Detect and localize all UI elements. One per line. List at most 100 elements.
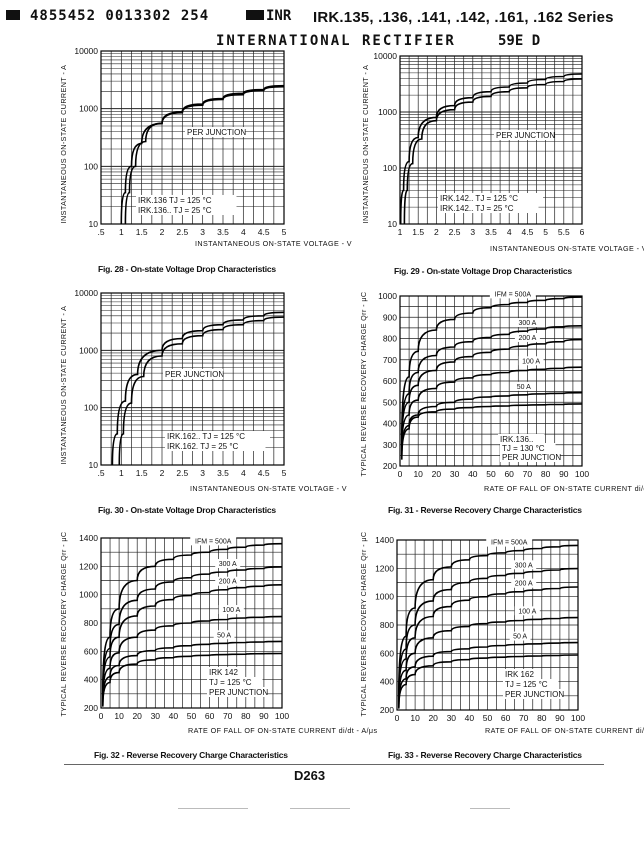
series-label-bg	[218, 605, 244, 615]
annotation-bg	[498, 434, 545, 444]
caption-fig-30: Fig. 30 - On-state Voltage Drop Characte…	[98, 505, 276, 515]
x-tick-label: 4	[507, 227, 512, 237]
x-tick-label: 2.5	[176, 227, 188, 237]
series-label: 200 A	[518, 335, 536, 342]
x-tick-label: 5	[282, 227, 287, 237]
header-black-bar-mid	[246, 10, 264, 20]
series-label-bg	[190, 536, 237, 546]
y-tick-label: 10	[388, 219, 398, 229]
y-tick-label: 800	[383, 334, 397, 344]
series-line	[401, 403, 583, 460]
y-tick-label: 900	[383, 312, 397, 322]
series-label-bg	[514, 318, 540, 328]
annotation: IRK.142.. TJ = 25 °C	[440, 204, 514, 213]
annotation: IRK.162.. TJ = 125 °C	[167, 432, 245, 441]
y-tick-label: 800	[84, 618, 98, 628]
y-tick-label: 200	[84, 703, 98, 713]
series-line	[398, 567, 579, 699]
series-label-bg	[518, 356, 544, 366]
x-tick-label: 20	[428, 713, 438, 723]
series-line	[398, 616, 579, 705]
y-tick-label: 200	[380, 705, 394, 715]
x-axis-label: RATE OF FALL OF ON-STATE CURRENT di/dt -…	[484, 484, 644, 493]
y-tick-label: 1400	[375, 535, 394, 545]
x-tick-label: 20	[432, 469, 442, 479]
x-tick-label: 60	[501, 713, 511, 723]
x-tick-label: 1.5	[136, 227, 148, 237]
x-tick-label: 90	[559, 469, 569, 479]
series-line	[401, 338, 583, 447]
y-axis-label: TYPICAL REVERSE RECOVERY CHARGE Qrr - μC	[359, 292, 368, 477]
scan-artifact-line	[178, 808, 248, 809]
x-tick-label: 100	[275, 711, 289, 721]
x-axis-label: INSTANTANEOUS ON-STATE VOLTAGE - V	[195, 239, 352, 248]
annotation-bg	[438, 193, 543, 203]
x-tick-label: 70	[523, 469, 533, 479]
series-label-bg	[213, 630, 235, 640]
x-tick-label: 100	[571, 713, 585, 723]
x-tick-label: 50	[483, 713, 493, 723]
series-label-bg	[514, 606, 540, 616]
x-tick-label: 10	[413, 469, 423, 479]
series-label: 50 A	[513, 634, 527, 641]
y-tick-label: 10000	[74, 46, 98, 56]
x-tick-label: 5	[543, 227, 548, 237]
series-label-bg	[509, 631, 531, 641]
series-line	[401, 325, 583, 445]
annotation-bg	[163, 369, 223, 379]
series-line	[398, 586, 579, 702]
x-tick-label: 40	[465, 713, 475, 723]
series-line	[401, 296, 583, 441]
x-tick-label: 30	[447, 713, 457, 723]
y-tick-label: 10	[89, 460, 99, 470]
x-tick-label: 70	[223, 711, 233, 721]
y-tick-label: 1200	[375, 563, 394, 573]
y-tick-label: 600	[84, 646, 98, 656]
series-line	[403, 78, 583, 225]
x-tick-label: 60	[504, 469, 514, 479]
x-tick-label: 3.5	[217, 227, 229, 237]
annotation-bg	[136, 205, 237, 215]
series-label: 100 A	[522, 358, 540, 365]
annotation-bg	[165, 441, 266, 451]
x-tick-label: 2	[434, 227, 439, 237]
x-tick-label: 0	[395, 713, 400, 723]
series-line	[124, 84, 285, 225]
x-tick-label: 0	[99, 711, 104, 721]
x-tick-label: 100	[575, 469, 589, 479]
annotation: TJ = 130 °C	[502, 444, 545, 453]
y-axis-label: INSTANTANEOUS ON-STATE CURRENT - A	[59, 306, 68, 465]
x-tick-label: 4.5	[258, 227, 270, 237]
series-line	[118, 316, 285, 466]
annotation-bg	[503, 669, 541, 679]
x-tick-label: 0	[398, 469, 403, 479]
series-line	[398, 654, 579, 709]
x-tick-label: 80	[241, 711, 251, 721]
annotation-bg	[207, 687, 267, 697]
scan-artifact-line	[290, 808, 350, 809]
page-divider	[64, 764, 604, 765]
annotation: IRK.136.. TJ = 25 °C	[138, 206, 212, 215]
annotation-bg	[500, 452, 560, 462]
y-tick-label: 500	[383, 397, 397, 407]
series-label: 200 A	[219, 579, 237, 586]
x-tick-label: 4.5	[521, 227, 533, 237]
x-tick-label: 1.5	[412, 227, 424, 237]
annotation: TJ = 125 °C	[505, 680, 548, 689]
x-tick-label: 3	[470, 227, 475, 237]
scan-artifact-line	[470, 808, 510, 809]
x-tick-label: 80	[537, 713, 547, 723]
x-tick-label: 1	[119, 227, 124, 237]
series-label-bg	[514, 332, 540, 342]
y-tick-label: 10	[89, 219, 99, 229]
y-tick-label: 1000	[375, 592, 394, 602]
x-tick-label: 1	[398, 227, 403, 237]
y-axis-label: TYPICAL REVERSE RECOVERY CHARGE Qrr - μC	[59, 532, 68, 717]
x-tick-label: 4.5	[258, 468, 270, 478]
annotation-bg	[503, 689, 563, 699]
x-tick-label: 50	[187, 711, 197, 721]
x-tick-label: 2.5	[176, 468, 188, 478]
